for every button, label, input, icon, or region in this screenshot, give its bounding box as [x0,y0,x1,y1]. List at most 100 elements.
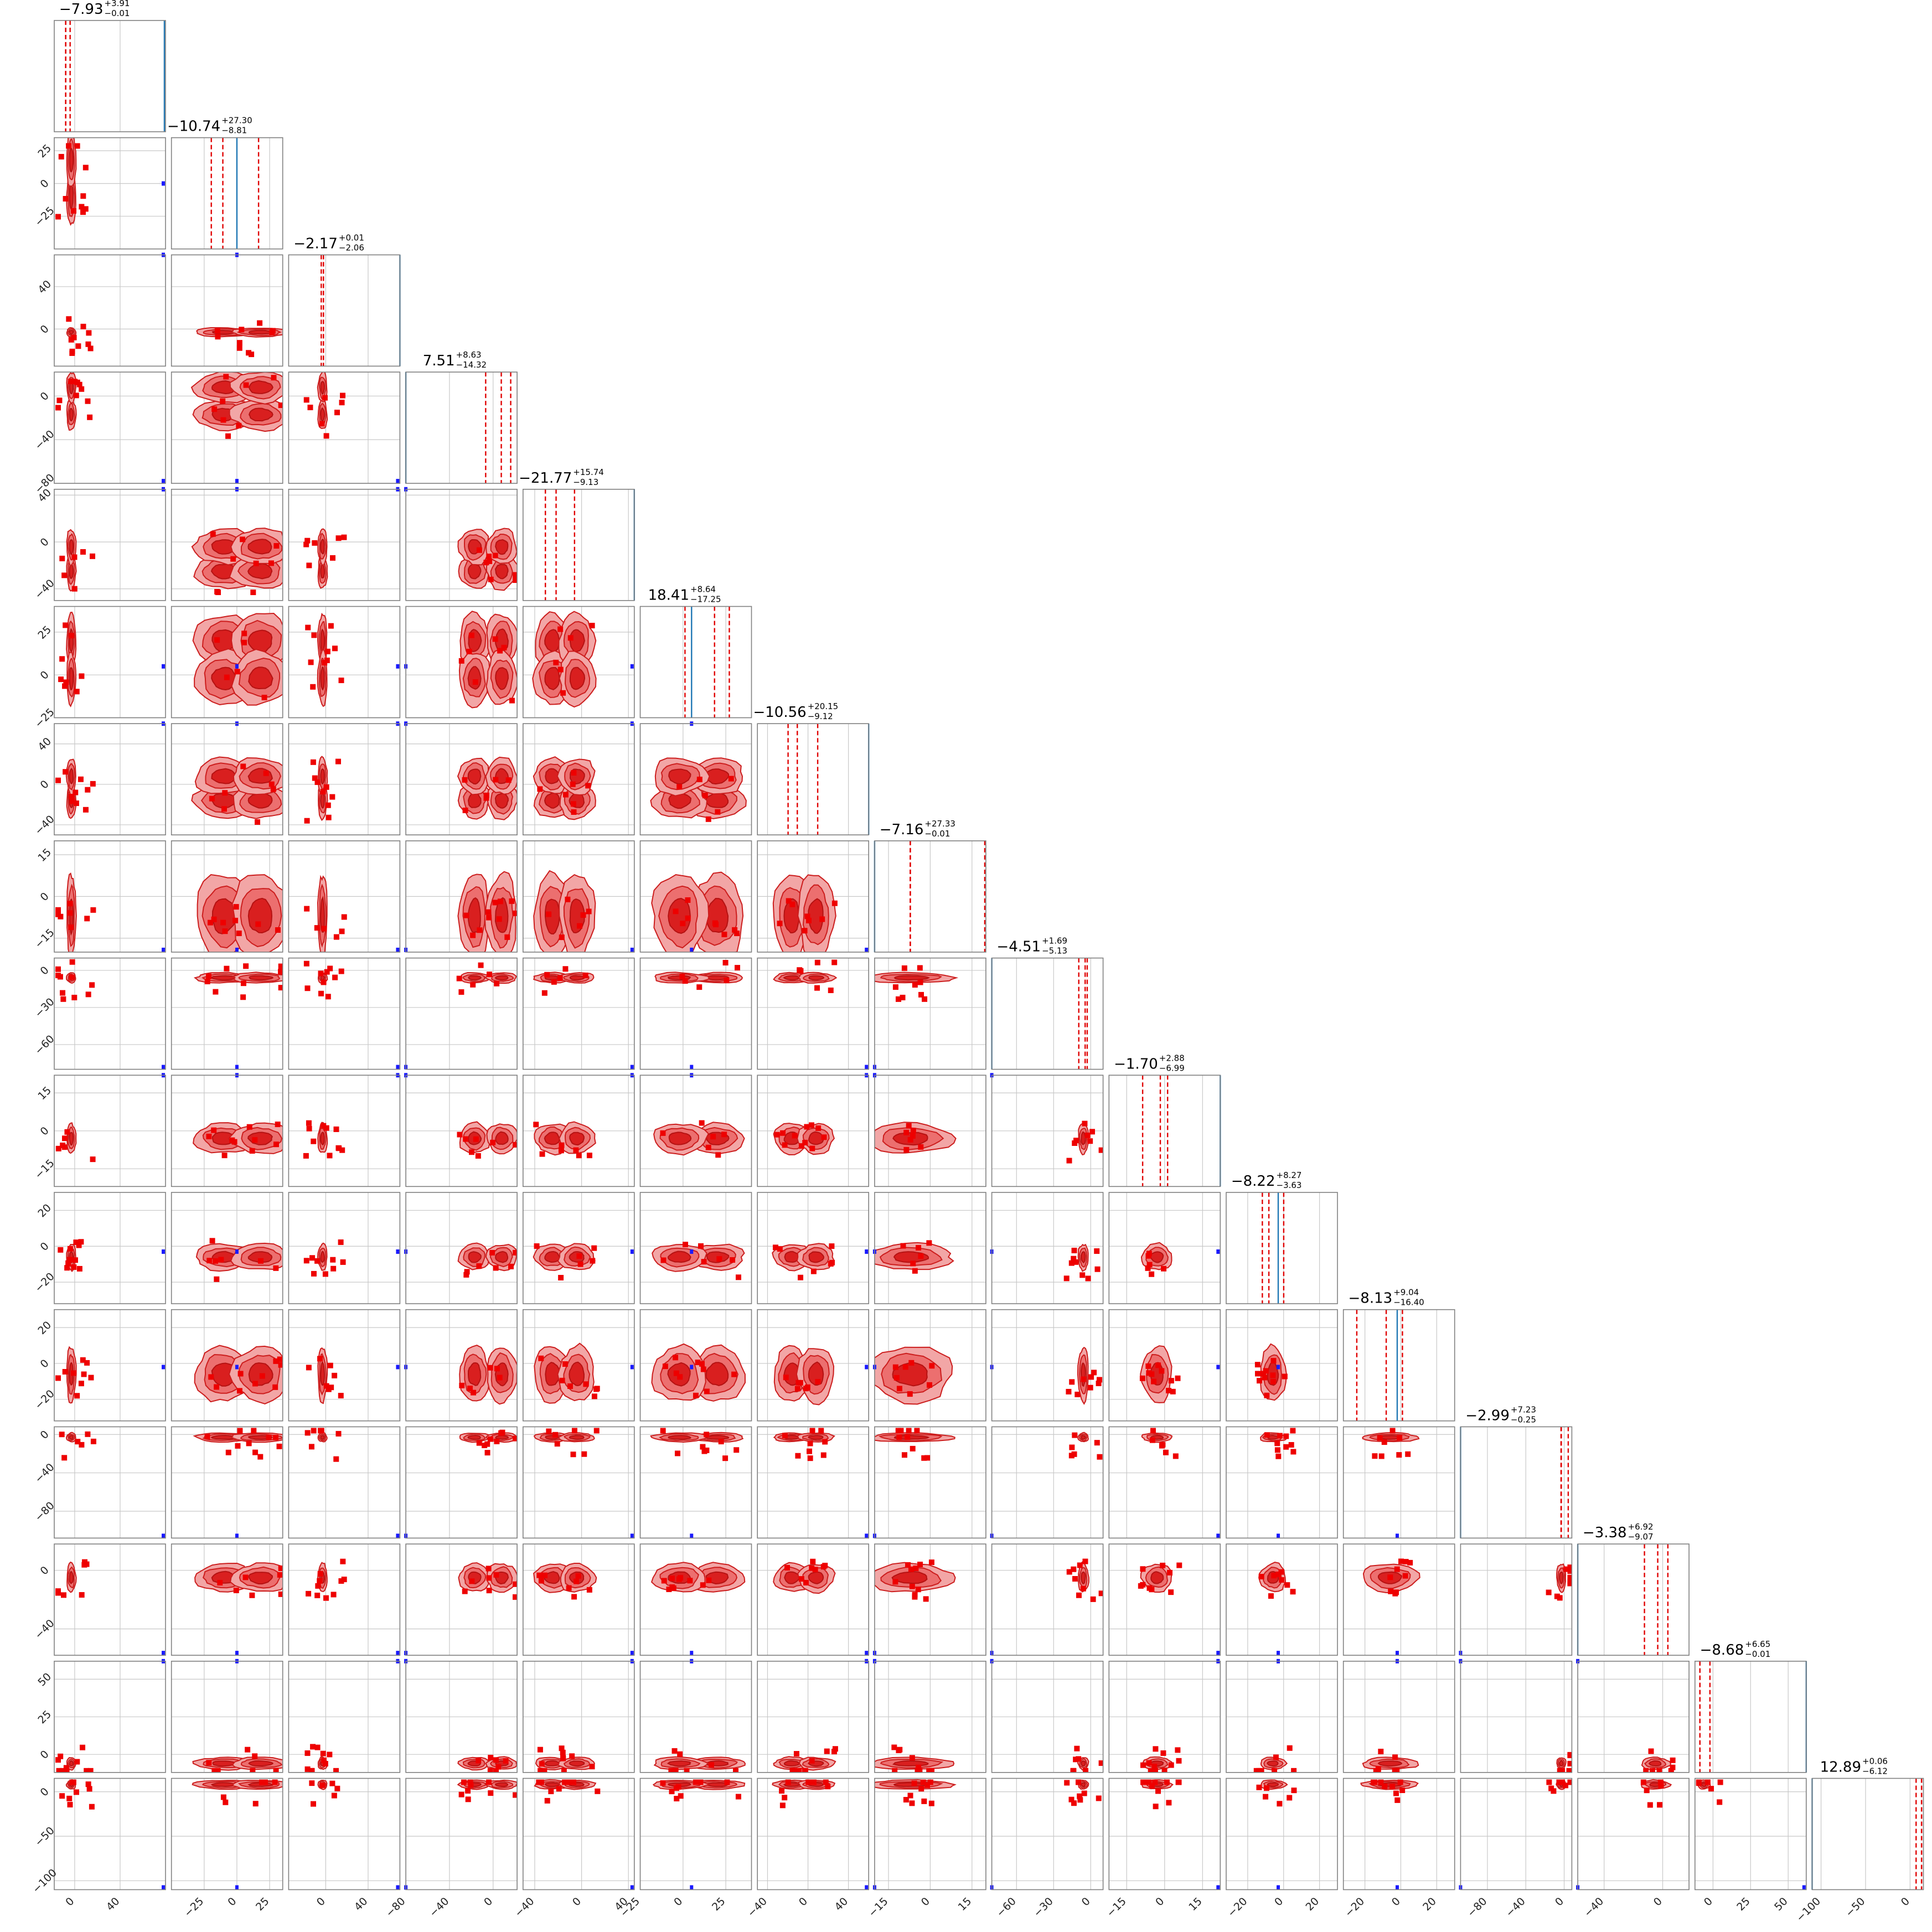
contour-group [55,872,96,952]
contour-group [457,1242,518,1278]
outlier-point [222,790,228,796]
outlier-point [1704,1779,1711,1785]
title-sup: +20.15 [808,701,839,711]
outlier-point [85,991,91,998]
outlier-point [909,1583,915,1589]
outlier-point [1643,1768,1649,1773]
outlier-point [537,786,543,792]
title-sub: −16.40 [1393,1298,1424,1308]
panel-15-13: −40 0 [1576,1778,1690,1919]
outlier-point [315,1583,321,1589]
outlier-point [898,1428,904,1434]
outlier-point [322,395,328,401]
contour-inner [211,539,236,555]
panel-frame [757,723,869,835]
contour-inner [211,768,236,784]
outlier-point [58,1753,64,1759]
outlier-point [476,1263,482,1269]
outlier-point [810,1779,817,1785]
outlier-point [891,1744,897,1750]
y-tick-label: −30 [33,996,57,1020]
contour-inner [808,975,825,981]
outlier-point [1263,1794,1269,1800]
outlier-point [1668,1768,1674,1773]
contour-group [457,756,518,820]
contour-inner [211,380,236,395]
x-tick-label: 40 [352,1895,370,1913]
panel-14-11 [1342,1659,1455,1773]
panel-15-1: −25 0 25 [171,1778,283,1919]
outlier-point [504,934,510,940]
panel-15-9: −15 0 15 [1104,1778,1221,1919]
panel-14-3 [404,1659,518,1773]
contour-group [650,1562,746,1593]
outlier-point [583,1381,589,1387]
outlier-point [1656,1768,1662,1773]
panel-15-14: 0 25 50 [1695,1778,1807,1913]
panel-15-11: −20 0 20 [1342,1778,1455,1919]
contour-group [874,1346,953,1405]
outlier-point [310,684,316,690]
outlier-point [324,648,330,654]
outlier-point [577,923,583,929]
outlier-point [1070,1768,1076,1773]
outlier-point [569,1779,575,1785]
outlier-point [80,323,86,329]
contour-group [1139,1345,1181,1403]
truth-marker [865,1533,869,1538]
y-tick-label: 15 [35,846,54,864]
title-sup: +27.33 [924,819,955,829]
outlier-point [217,1580,223,1586]
outlier-point [921,1798,927,1804]
panel-frame [991,1075,1104,1187]
outlier-point [68,924,74,930]
panel-frame [405,488,518,601]
outlier-point [86,330,92,336]
truth-marker [1216,1651,1220,1656]
panel-frame [54,1426,166,1539]
outlier-point [1149,1783,1155,1789]
outlier-point [710,1134,716,1140]
panel-11-10 [1226,1309,1338,1422]
truth-marker [690,1885,694,1890]
outlier-point [308,1444,314,1450]
outlier-point [488,1754,494,1760]
outlier-point [901,1452,907,1458]
outlier-point [803,1580,809,1586]
outlier-point [1085,1275,1091,1282]
outlier-point [553,659,559,665]
outlier-point [785,1779,791,1785]
outlier-point [910,1128,916,1134]
outlier-point [1399,1788,1406,1794]
panel-frame [288,371,401,484]
outlier-point [485,909,492,915]
panel-13-6 [757,1543,869,1656]
panel-11-2 [288,1309,401,1422]
outlier-point [795,1380,802,1386]
panel-frame [874,1426,986,1539]
outlier-point [700,1444,706,1450]
outlier-point [1071,1566,1077,1572]
title-sub: −9.13 [573,477,598,487]
outlier-point [236,422,242,428]
outlier-point [473,1136,479,1142]
outlier-point [809,1565,815,1571]
contour-group [55,1559,90,1598]
outlier-point [465,1796,471,1802]
panel-frame [1460,1543,1573,1656]
outlier-point [698,1779,704,1785]
outlier-point [494,980,500,986]
outlier-point [1081,1790,1087,1796]
outlier-point [1567,1564,1572,1571]
outlier-point [1648,1748,1654,1754]
panel-14-8 [990,1659,1104,1773]
outlier-point [1254,1371,1261,1377]
outlier-point [1140,1762,1146,1768]
outlier-point [513,1249,518,1256]
contour-group [533,1243,597,1281]
outlier-point [814,959,820,965]
outlier-point [273,1265,279,1271]
panel-frame [1342,1778,1455,1890]
outlier-point [1073,1757,1079,1763]
